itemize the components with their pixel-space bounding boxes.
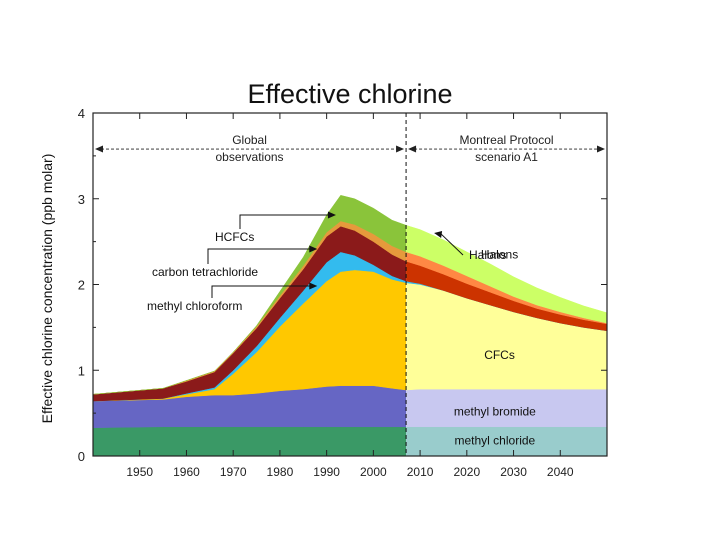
y-tick-label: 3	[78, 192, 85, 207]
y-tick-label: 0	[78, 449, 85, 464]
series-label: methyl chloride	[455, 434, 536, 448]
area-hcfcs-scenario	[406, 251, 607, 325]
y-tick-label: 4	[78, 106, 85, 121]
x-tick-label: 1980	[267, 465, 294, 479]
region-label: Montreal Protocol	[460, 133, 554, 147]
annotation-arrow	[439, 232, 464, 256]
y-axis-label: Effective chlorine concentration (ppb mo…	[39, 154, 55, 424]
x-tick-label: 1950	[126, 465, 153, 479]
series-label: CFCs	[484, 348, 515, 362]
annotation-arrow	[211, 285, 312, 298]
region-label: Global	[232, 133, 267, 147]
observed-areas	[93, 195, 407, 456]
area-methyl-bromide-scenario	[406, 388, 607, 428]
region-label: observations	[216, 150, 284, 164]
x-tick-label: 2020	[453, 465, 480, 479]
area-carbon-tetrachloride-scenario	[406, 261, 607, 332]
region-label-backing	[226, 133, 273, 148]
scenario-areas	[406, 225, 607, 456]
x-tick-label: 1960	[173, 465, 200, 479]
y-tick-label: 1	[78, 363, 85, 378]
annotation-label: HCFCs	[215, 230, 254, 244]
annotation-label: carbon tetrachloride	[152, 265, 258, 279]
observations-arrow-head-right	[396, 145, 405, 153]
series-label: Halons	[481, 247, 518, 261]
chart-title: Effective chlorine	[247, 79, 452, 109]
annotation-arrowhead	[309, 245, 318, 253]
annotation-arrowhead	[327, 211, 336, 219]
annotation-arrowhead	[434, 231, 443, 239]
annotation-arrowhead	[309, 282, 318, 290]
annotation-arrow	[207, 248, 312, 264]
series-label: methyl bromide	[454, 404, 536, 418]
x-tick-label: 2010	[407, 465, 434, 479]
area-halons-scenario	[406, 225, 607, 324]
x-tick-label: 2000	[360, 465, 387, 479]
area-methyl-chloride-scenario	[406, 426, 607, 456]
scenario-arrow-head-left	[408, 145, 417, 153]
y-tick-label: 2	[78, 278, 85, 293]
annotation-label: Halons	[469, 248, 506, 262]
scenario-arrow-head-right	[597, 145, 605, 153]
region-label-backing	[467, 150, 546, 165]
region-label-backing	[448, 133, 565, 148]
x-tick-label: 1970	[220, 465, 247, 479]
region-label-backing	[207, 150, 292, 165]
x-tick-label: 2040	[547, 465, 574, 479]
area-cfcs-scenario	[406, 282, 607, 391]
observations-arrow-head-left	[95, 145, 103, 153]
x-tick-label: 1990	[313, 465, 340, 479]
region-label: scenario A1	[475, 150, 538, 164]
x-tick-label: 2030	[500, 465, 527, 479]
annotation-arrow	[239, 214, 330, 229]
annotation-label: methyl chloroform	[147, 299, 242, 313]
